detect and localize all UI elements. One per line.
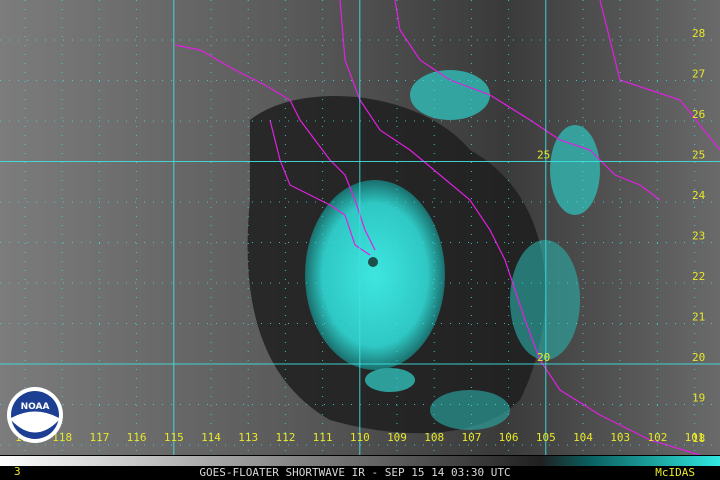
longitude-label: 111	[313, 431, 333, 444]
latitude-label: 28	[692, 27, 705, 40]
latitude-label: 25	[537, 149, 550, 162]
longitude-label: 101	[685, 431, 705, 444]
latitude-label: 20	[537, 351, 550, 364]
longitude-label: 116	[127, 431, 147, 444]
latitude-label: 20	[692, 351, 705, 364]
latitude-label: 24	[692, 189, 706, 202]
longitude-label: 115	[164, 431, 184, 444]
longitude-label: 118	[52, 431, 72, 444]
latitude-label: 25	[692, 149, 705, 162]
graticule	[0, 0, 720, 455]
frame-number: 3	[14, 465, 21, 478]
coastlines	[174, 0, 720, 456]
latitude-label: 21	[692, 311, 705, 324]
longitude-label: 117	[89, 431, 109, 444]
latitude-label: 19	[692, 392, 705, 405]
longitude-label: 106	[499, 431, 519, 444]
longitude-label: 114	[201, 431, 221, 444]
longitude-label: 113	[238, 431, 258, 444]
logo-text: NOAA	[21, 402, 50, 412]
longitude-label: 108	[424, 431, 444, 444]
longitude-label: 102	[647, 431, 667, 444]
latitude-label: 26	[692, 108, 705, 121]
latitude-label: 22	[692, 270, 705, 283]
latitude-label: 27	[692, 68, 705, 81]
graticule-labels: 2827262524232221201918252011911811711611…	[15, 27, 706, 445]
longitude-label: 104	[573, 431, 593, 444]
longitude-label: 107	[461, 431, 481, 444]
longitude-label: 109	[387, 431, 407, 444]
footer-title: GOES-FLOATER SHORTWAVE IR - SEP 15 14 03…	[199, 466, 510, 479]
longitude-label: 105	[536, 431, 556, 444]
latitude-label: 18	[692, 432, 705, 445]
footer-credit: McIDAS	[655, 466, 695, 479]
longitude-label: 110	[350, 431, 370, 444]
latitude-label: 23	[692, 230, 705, 243]
longitude-label: 103	[610, 431, 630, 444]
noaa-logo: NOAA	[7, 387, 63, 443]
color-scale	[0, 456, 720, 466]
longitude-label: 112	[275, 431, 295, 444]
